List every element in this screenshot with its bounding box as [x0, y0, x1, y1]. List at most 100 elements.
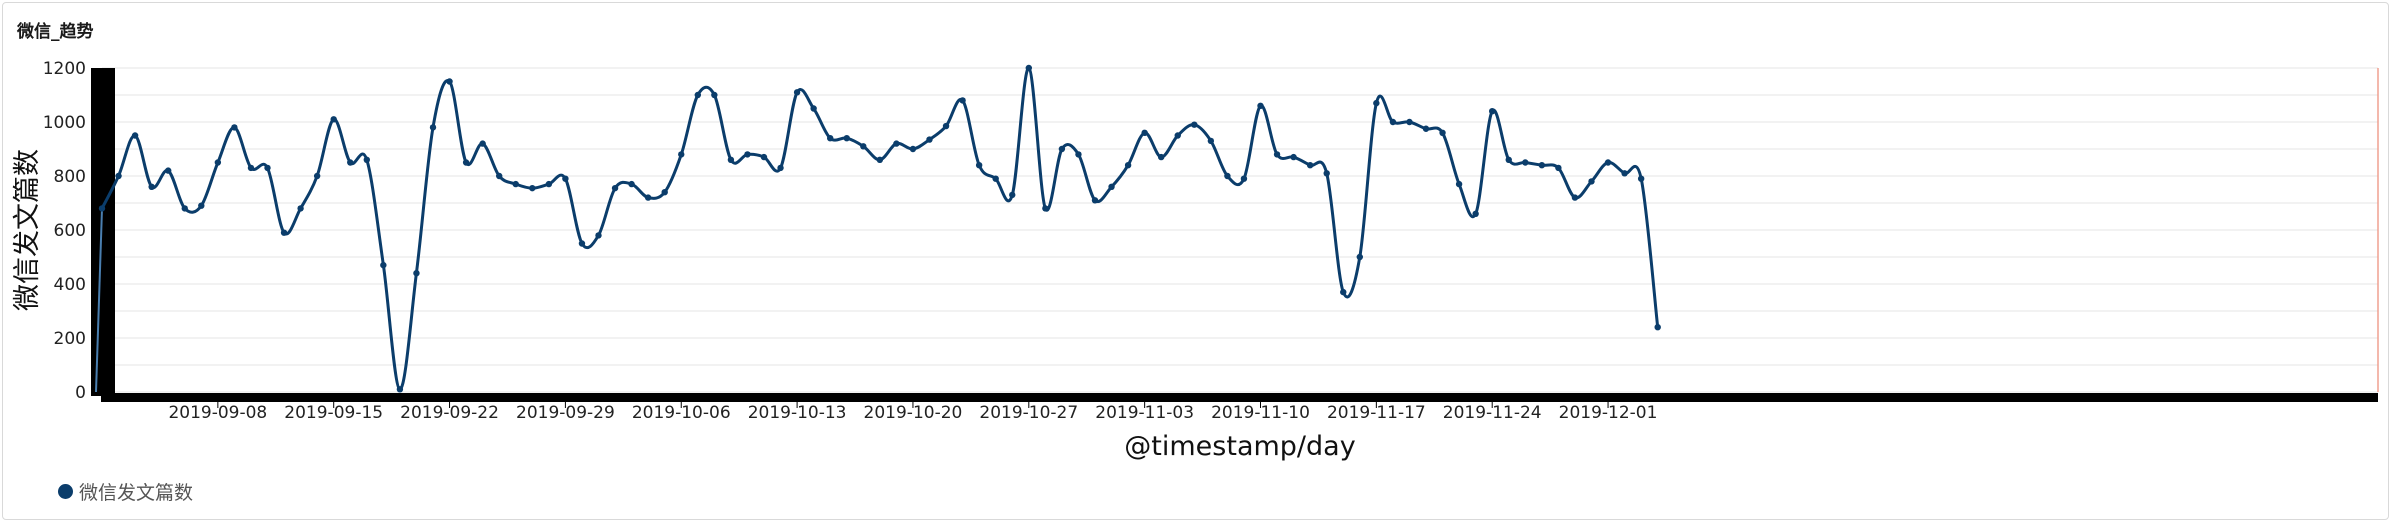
data-point: [876, 156, 884, 163]
data-point: [165, 167, 172, 174]
x-tick-label: 2019-11-17: [1327, 403, 1426, 423]
x-axis-title: @timestamp/day: [1124, 431, 1355, 462]
data-point: [446, 78, 453, 85]
data-point: [711, 91, 718, 99]
data-point: [1224, 172, 1231, 180]
legend-series-marker: [58, 484, 73, 499]
data-point: [1025, 64, 1033, 72]
y-tick-label: 1000: [43, 113, 86, 133]
data-point: [595, 232, 602, 239]
data-point: [727, 156, 735, 163]
data-point: [363, 156, 370, 163]
data-point: [1505, 156, 1512, 163]
data-point: [1489, 108, 1496, 115]
data-point: [330, 116, 337, 123]
data-point: [413, 270, 420, 277]
data-point: [1637, 175, 1645, 182]
data-point: [496, 172, 503, 180]
y-tick-label: 400: [54, 275, 86, 295]
x-tick-label: 2019-11-10: [1211, 403, 1310, 423]
series-line: [100, 66, 1660, 391]
data-point: [264, 164, 271, 172]
data-point: [529, 184, 536, 192]
data-point: [347, 159, 354, 166]
data-point: [131, 132, 139, 139]
x-tick-label: 2019-10-27: [979, 403, 1078, 423]
data-point: [1340, 288, 1347, 296]
data-point: [429, 124, 437, 131]
data-point: [1091, 197, 1099, 204]
data-point: [1306, 162, 1314, 169]
data-point: [313, 172, 321, 180]
data-point: [231, 124, 238, 131]
data-point: [942, 122, 950, 130]
data-point: [1455, 180, 1463, 188]
data-point: [926, 136, 933, 143]
data-point: [678, 151, 685, 158]
legend-label: 微信发文篇数: [79, 482, 194, 504]
data-point: [1472, 210, 1479, 217]
data-point: [214, 159, 222, 166]
data-point: [1522, 159, 1529, 166]
x-tick-label: 2019-10-20: [864, 403, 963, 423]
x-tick-label: 2019-11-03: [1095, 403, 1194, 423]
data-point: [1273, 151, 1281, 158]
data-point: [115, 172, 122, 180]
x-tick-label: 2019-11-24: [1443, 403, 1542, 423]
x-tick-label: 2019-10-06: [632, 403, 731, 423]
data-point: [909, 145, 917, 153]
x-tick-label: 2019-10-13: [748, 403, 847, 423]
data-point: [1571, 194, 1579, 201]
data-point: [1621, 170, 1628, 177]
data-point: [98, 205, 106, 212]
x-tick-label: 2019-12-01: [1559, 403, 1658, 423]
data-point: [545, 180, 553, 188]
data-point: [1422, 125, 1430, 132]
data-point: [1124, 162, 1132, 169]
data-point: [148, 183, 155, 190]
data-point: [1158, 153, 1165, 161]
data-point: [893, 140, 900, 147]
y-tick-label: 800: [54, 167, 86, 187]
data-point: [562, 175, 569, 182]
data-point: [512, 180, 519, 188]
panel-title: 微信_趋势: [17, 22, 94, 42]
data-point: [396, 386, 404, 393]
legend[interactable]: 微信发文篇数: [58, 478, 193, 505]
data-point: [462, 159, 470, 166]
series-lead-in: [95, 208, 103, 393]
x-tick-label: 2019-09-22: [400, 403, 499, 423]
data-point: [777, 164, 784, 172]
data-point: [1058, 145, 1066, 153]
y-axis: [91, 68, 115, 396]
data-point: [380, 261, 387, 269]
data-point: [1290, 153, 1297, 161]
data-point: [578, 240, 586, 247]
data-point: [1654, 324, 1661, 331]
y-tick-label: 600: [54, 221, 86, 241]
data-point: [1207, 137, 1215, 145]
y-tick-label: 1200: [43, 59, 86, 79]
data-point: [181, 205, 188, 212]
data-point: [1604, 159, 1612, 166]
data-point: [247, 164, 255, 172]
data-point: [744, 151, 751, 158]
y-tick-label: 200: [54, 329, 86, 349]
x-tick-label: 2019-09-08: [168, 403, 267, 423]
data-point: [975, 162, 983, 169]
data-point: [1042, 205, 1049, 212]
data-point: [992, 175, 999, 182]
data-point: [280, 229, 288, 236]
data-point: [1141, 129, 1148, 136]
data-point: [1406, 118, 1413, 126]
data-point: [1075, 151, 1082, 158]
data-point: [1373, 99, 1380, 107]
data-point: [1257, 102, 1264, 110]
data-point: [843, 135, 850, 142]
data-point: [1588, 178, 1595, 185]
data-point: [1174, 132, 1181, 139]
data-point: [297, 205, 304, 212]
data-point: [628, 180, 635, 188]
